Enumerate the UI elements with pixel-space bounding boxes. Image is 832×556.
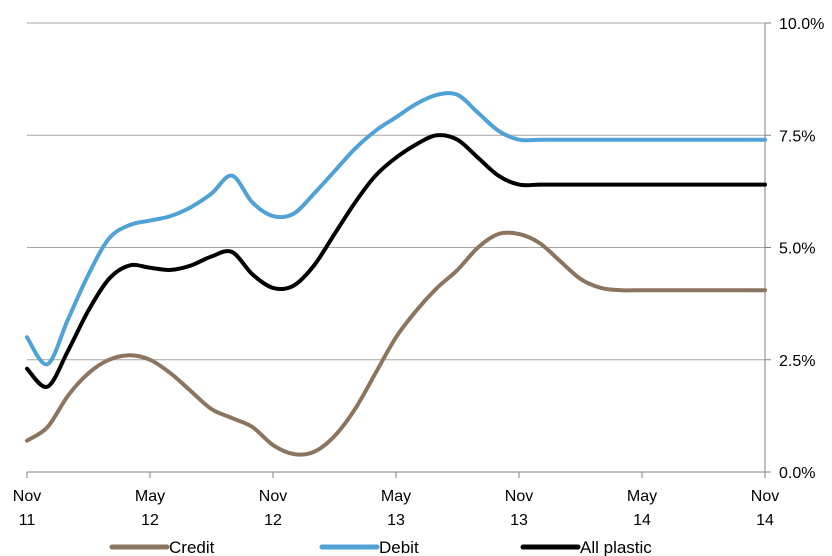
x-tick-label-year: 14 (756, 512, 774, 529)
legend-label-debit: Debit (379, 538, 419, 556)
series-lines (25, 91, 767, 457)
y-axis-ticks: 0.0% 2.5% 5.0% 7.5% 10.0% (765, 16, 824, 482)
series-line-credit (25, 230, 767, 457)
legend-label-credit: Credit (169, 538, 215, 556)
x-tick-label-month: Nov (13, 488, 41, 505)
x-tick-label-year: 13 (387, 512, 405, 529)
y-tick-label: 2.5% (779, 353, 815, 370)
legend: Credit Debit All plastic (109, 538, 652, 556)
legend-label-all-plastic: All plastic (580, 538, 652, 556)
x-tick-label-month: May (381, 488, 411, 505)
x-tick-label-month: May (135, 488, 165, 505)
series-line-debit (25, 91, 767, 367)
series-line-all-plastic (25, 133, 767, 389)
x-tick-label-month: Nov (505, 488, 533, 505)
x-tick-label-year: 13 (510, 512, 528, 529)
x-tick-label-year: 11 (19, 512, 36, 529)
x-tick-label-year: 14 (633, 512, 651, 529)
y-tick-label: 0.0% (779, 465, 815, 482)
x-tick-label-month: Nov (751, 488, 779, 505)
x-tick-label-month: May (627, 488, 657, 505)
y-tick-label: 10.0% (779, 16, 824, 33)
y-tick-label: 7.5% (779, 128, 815, 145)
gridlines (27, 22, 765, 361)
x-axis-ticks: Nov 11 May 12 Nov 12 May 13 Nov 13 May 14 Nov 14 (13, 472, 779, 529)
x-tick-label-year: 12 (141, 512, 159, 529)
y-tick-label: 5.0% (779, 241, 815, 258)
x-tick-label-month: Nov (259, 488, 287, 505)
x-tick-label-year: 12 (264, 512, 282, 529)
